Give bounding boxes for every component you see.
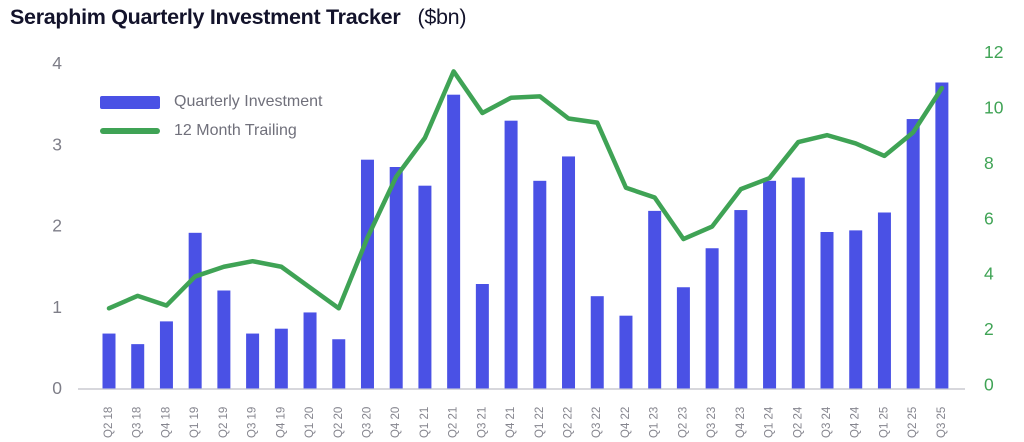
right-axis-tick-label: 0 [984,375,994,395]
x-axis-label-q4-23: Q4 23 [735,407,747,438]
quarterly-investment-bar-q1-23 [648,210,662,389]
x-axis-label-q3-25: Q3 25 [936,407,948,438]
x-axis-label-q4-20: Q4 20 [390,407,402,438]
x-axis-label-q3-21: Q3 21 [476,407,488,438]
x-axis-label-q3-18: Q3 18 [132,407,144,438]
right-axis-tick-label: 8 [984,153,994,173]
x-axis-label-q1-20: Q1 20 [304,407,316,438]
quarterly-investment-bar-q2-19 [217,290,231,389]
chart-legend: Quarterly Investment 12 Month Trailing [100,93,323,139]
x-axis-label-q1-19: Q1 19 [189,407,201,438]
right-axis-tick-label: 10 [984,97,1004,117]
quarterly-investment-bar-q1-24 [763,180,777,389]
quarterly-investment-bar-q3-18 [131,344,145,389]
left-axis-tick-label: 2 [52,216,62,236]
chart-title: Seraphim Quarterly Investment Tracker ($… [10,5,466,30]
right-axis-tick-label: 4 [984,264,994,284]
right-axis-tick-label: 6 [984,208,994,228]
x-axis-label-q2-24: Q2 24 [792,406,804,438]
quarterly-investment-bar-q3-24 [820,232,834,389]
quarterly-investment-bar-q3-19 [246,333,260,389]
legend-label: 12 Month Trailing [174,122,297,139]
quarterly-investment-bar-q3-21 [475,284,489,389]
quarterly-investment-bar-q2-24 [791,177,805,389]
quarterly-investment-bar-q4-24 [849,230,863,389]
left-axis-tick-label: 0 [52,378,62,398]
quarterly-investment-bar-q3-22 [590,296,604,389]
quarterly-investment-bar-q2-22 [562,156,576,389]
x-axis-label-q1-25: Q1 25 [878,407,890,438]
twelve-month-trailing-line [106,69,945,311]
quarterly-investment-bar-q2-25 [906,119,920,389]
x-axis-label-q4-18: Q4 18 [160,407,172,438]
quarterly-investment-bar-q2-23 [676,287,690,389]
x-axis-label-q2-22: Q2 22 [563,407,575,438]
x-axis-label-q3-20: Q3 20 [361,407,373,438]
x-axis-label-q4-19: Q4 19 [275,407,287,438]
x-axis-label-q4-21: Q4 21 [505,407,517,438]
right-axis-tick-label: 12 [984,42,1003,62]
right-axis-tick-label: 2 [984,319,994,339]
chart-title-main: Seraphim Quarterly Investment Tracker [10,5,401,29]
quarterly-investment-bar-q4-21 [504,120,518,389]
legend-bar-swatch [100,95,160,109]
quarterly-investment-bar-q3-25 [935,82,949,389]
quarterly-investment-bar-q4-22 [619,315,633,389]
quarterly-investment-bar-q2-18 [102,333,116,389]
quarterly-investment-bar-q3-23 [705,248,719,389]
x-axis-label-q1-21: Q1 21 [419,407,431,438]
x-axis-label-q2-21: Q2 21 [448,407,460,438]
quarterly-investment-bar-q4-20 [389,167,403,389]
legend-item-quarterly-investment: Quarterly Investment [100,93,323,110]
quarterly-investment-bar-q1-25 [877,212,891,389]
x-axis-label-q2-23: Q2 23 [677,407,689,438]
legend-line-swatch [100,128,160,134]
x-axis-label-q2-19: Q2 19 [218,407,230,438]
quarterly-investment-bar-q1-19 [188,232,202,389]
quarterly-investment-bar-q1-21 [418,185,432,389]
left-axis-tick-label: 1 [52,297,62,317]
x-axis-label-q2-20: Q2 20 [333,407,345,438]
quarterly-investment-bar-q1-22 [533,180,547,389]
left-axis-tick-label: 3 [52,134,62,154]
quarterly-investment-bar-q4-18 [159,321,173,389]
x-axis-label-q4-22: Q4 22 [620,407,632,438]
x-axis-label-q2-18: Q2 18 [103,407,115,438]
quarterly-investment-bar-q4-19 [274,328,288,389]
legend-label: Quarterly Investment [174,93,323,110]
x-axis-label-q4-24: Q4 24 [850,406,862,438]
x-axis-label-q3-22: Q3 22 [591,407,603,438]
quarterly-investment-bar-q1-20 [303,312,317,389]
x-axis-label-q3-19: Q3 19 [247,407,259,438]
x-axis-label-q1-23: Q1 23 [649,407,661,438]
quarterly-investment-bar-q2-21 [447,94,461,389]
x-axis-label-q3-23: Q3 23 [706,407,718,438]
x-axis-label-q1-22: Q1 22 [534,407,546,438]
quarterly-investment-bar-q3-20 [360,159,374,389]
legend-item-12-month-trailing: 12 Month Trailing [100,122,323,139]
x-axis-label-q2-25: Q2 25 [907,407,919,438]
quarterly-investment-bar-q2-20 [332,339,346,389]
chart-title-unit: ($bn) [417,5,467,29]
x-axis-label-q1-24: Q1 24 [764,406,776,438]
quarterly-investment-bar-q4-23 [734,210,748,389]
left-axis-tick-label: 4 [52,53,62,73]
x-axis-label-q3-24: Q3 24 [821,406,833,438]
